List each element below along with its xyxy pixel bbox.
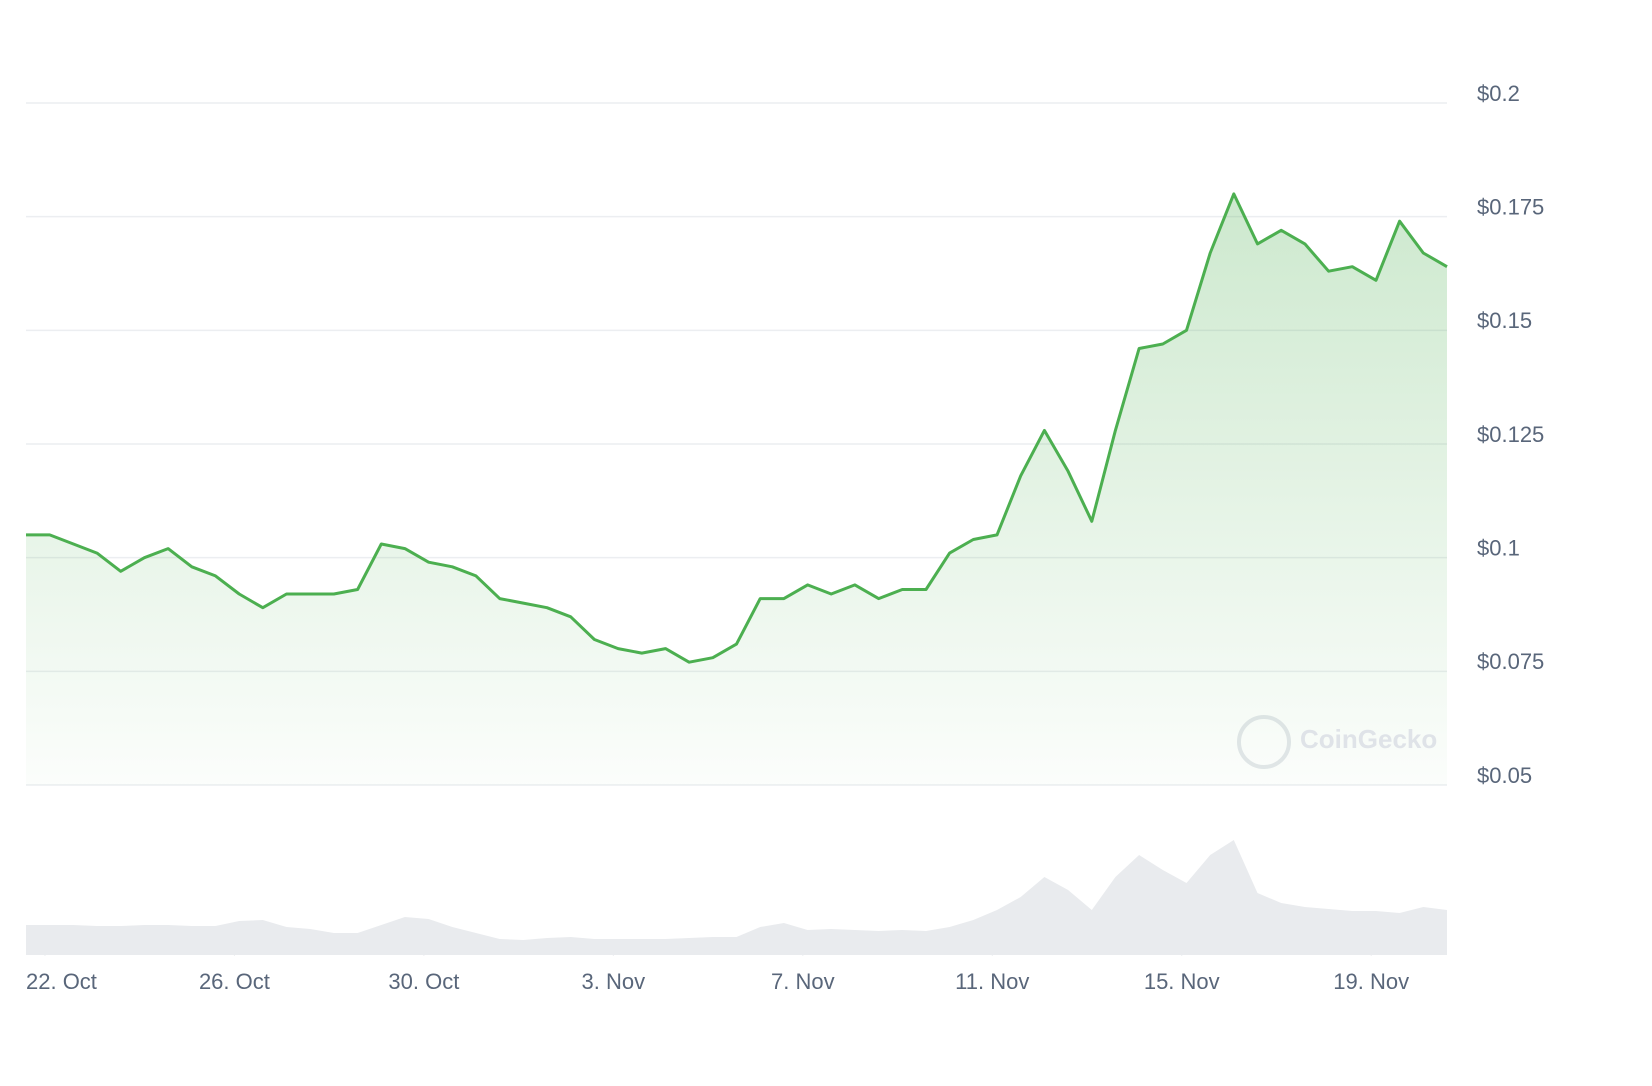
y-tick-label: $0.125: [1477, 422, 1544, 447]
x-tick-label: 7. Nov: [771, 969, 835, 994]
volume-area: [26, 840, 1447, 955]
y-tick-label: $0.175: [1477, 194, 1544, 219]
price-line: [26, 192, 1448, 664]
y-tick-label: $0.15: [1477, 308, 1532, 333]
y-tick-label: $0.1: [1477, 535, 1520, 560]
price-area: [26, 193, 1447, 785]
x-tick-label: 26. Oct: [199, 969, 270, 994]
y-tick-label: $0.075: [1477, 649, 1544, 674]
x-tick-label: 15. Nov: [1144, 969, 1220, 994]
x-tick-label: 3. Nov: [582, 969, 646, 994]
x-tick-label: 11. Nov: [955, 969, 1029, 994]
x-tick-label: 30. Oct: [388, 969, 459, 994]
watermark: CoinGecko: [1300, 724, 1437, 754]
y-tick-label: $0.2: [1477, 81, 1520, 106]
y-tick-label: $0.05: [1477, 763, 1532, 788]
x-tick-label: 22. Oct: [26, 969, 97, 994]
x-tick-label: 19. Nov: [1333, 969, 1409, 994]
